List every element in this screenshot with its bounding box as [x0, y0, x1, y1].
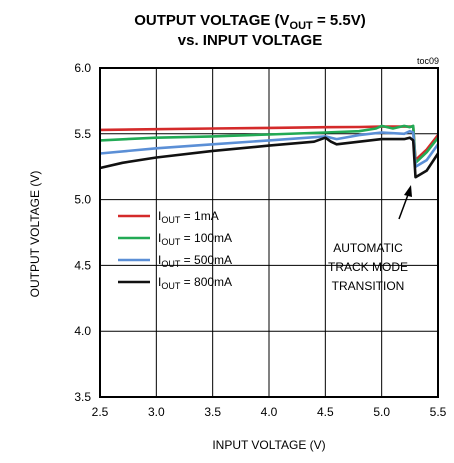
x-tick-label: 2.5: [92, 405, 109, 419]
y-axis-label: OUTPUT VOLTAGE (V): [28, 171, 42, 298]
legend: IOUT = 1mA IOUT = 100mA IOUT = 500mA IOUT =…: [118, 209, 232, 291]
annotation-arrow-head: [404, 185, 412, 197]
annotation-line-2: TRACK MODE: [328, 260, 408, 274]
annotation-line-3: TRANSITION: [332, 279, 405, 293]
series-lines: [99, 124, 440, 179]
chart-title-line2: vs. INPUT VOLTAGE: [178, 32, 322, 49]
y-tick-labels: 3.5 4.0 4.5 5.0 5.5 6.0: [74, 61, 91, 404]
plot-frame: [99, 67, 439, 398]
series-line-4: [99, 136, 440, 179]
x-tick-label: 4.0: [261, 405, 278, 419]
x-tick-label: 5.5: [430, 405, 447, 419]
chart-title: OUTPUT VOLTAGE (VOUT = 5.5V): [134, 12, 365, 32]
figure-id: toc09: [417, 56, 439, 66]
annotation-arrow-shaft: [398, 191, 410, 220]
x-axis-label: INPUT VOLTAGE (V): [212, 438, 325, 452]
y-tick-label: 6.0: [74, 61, 91, 75]
annotation-line-1: AUTOMATIC: [333, 241, 403, 255]
legend-label-1: IOUT = 1mA: [158, 209, 219, 225]
y-tick-label: 5.0: [74, 193, 91, 207]
y-tick-label: 3.5: [74, 390, 91, 404]
y-tick-label: 4.0: [74, 324, 91, 338]
x-tick-label: 4.5: [317, 405, 334, 419]
annotation: AUTOMATIC TRACK MODE TRANSITION: [328, 185, 412, 293]
legend-label-4: IOUT = 800mA: [158, 275, 232, 291]
grid: [100, 68, 438, 397]
legend-label-2: IOUT = 100mA: [158, 231, 232, 247]
y-tick-label: 4.5: [74, 258, 91, 272]
x-tick-label: 3.5: [204, 405, 221, 419]
x-tick-labels: 2.5 3.0 3.5 4.0 4.5 5.0 5.5: [92, 405, 447, 419]
legend-label-3: IOUT = 500mA: [158, 253, 232, 269]
y-tick-label: 5.5: [74, 127, 91, 141]
x-tick-label: 5.0: [373, 405, 390, 419]
x-tick-label: 3.0: [148, 405, 165, 419]
